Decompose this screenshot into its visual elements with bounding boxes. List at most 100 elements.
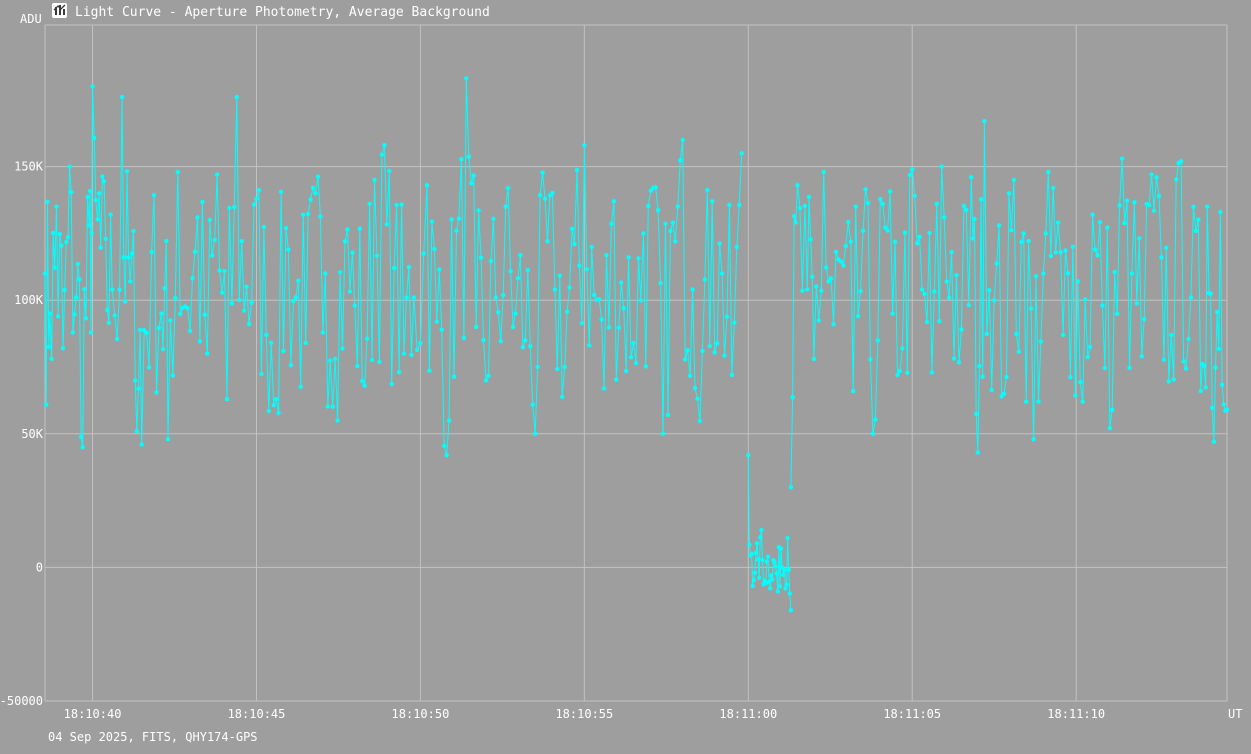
- data-point: [624, 368, 629, 374]
- data-point: [101, 179, 107, 184]
- data-point: [185, 306, 190, 311]
- data-point: [382, 143, 387, 148]
- data-point: [1219, 382, 1225, 387]
- data-point: [1026, 238, 1031, 244]
- data-point: [374, 253, 380, 258]
- data-point: [1166, 379, 1172, 384]
- data-point: [1107, 425, 1113, 431]
- data-point: [824, 265, 829, 270]
- data-point: [626, 255, 631, 260]
- data-point: [1009, 228, 1014, 233]
- data-point: [1090, 212, 1095, 217]
- data-point: [846, 219, 851, 225]
- data-point: [841, 263, 846, 268]
- data-point: [858, 288, 863, 294]
- data-point: [900, 346, 905, 351]
- data-point: [887, 189, 893, 194]
- data-point: [335, 418, 340, 423]
- data-point: [162, 286, 167, 291]
- data-point: [429, 219, 435, 224]
- data-point: [49, 356, 54, 361]
- data-point: [758, 535, 763, 540]
- data-point: [114, 336, 120, 342]
- data-point: [838, 259, 844, 264]
- y-tick-label: 150K: [14, 160, 44, 174]
- y-axis-unit-label: ADU: [20, 12, 42, 26]
- data-point: [550, 190, 555, 196]
- data-point: [54, 204, 59, 209]
- x-tick-label: 18:10:55: [555, 707, 613, 721]
- data-point: [892, 239, 898, 244]
- data-point: [675, 204, 680, 209]
- data-point: [281, 348, 286, 354]
- data-point: [136, 386, 141, 391]
- data-point: [790, 395, 795, 400]
- data-point: [296, 278, 301, 283]
- data-point: [1110, 407, 1115, 412]
- data-point: [628, 355, 634, 360]
- data-point: [814, 284, 819, 289]
- data-point: [690, 287, 695, 292]
- data-point: [323, 271, 328, 276]
- data-point: [956, 360, 962, 365]
- data-point: [195, 215, 200, 220]
- data-point: [1142, 316, 1147, 322]
- data-point: [469, 181, 474, 186]
- data-point: [848, 239, 853, 244]
- data-point: [520, 345, 526, 350]
- data-point: [362, 383, 367, 388]
- data-point: [646, 203, 651, 209]
- data-point: [192, 249, 198, 254]
- data-point: [584, 267, 589, 272]
- x-tick-label: 18:11:10: [1047, 707, 1105, 721]
- data-point: [301, 212, 306, 217]
- data-point: [707, 343, 712, 349]
- data-point: [369, 357, 375, 363]
- data-point: [934, 201, 939, 206]
- data-point: [78, 434, 84, 440]
- data-point: [747, 542, 752, 547]
- data-point: [508, 269, 513, 274]
- data-point: [466, 154, 471, 159]
- data-point: [530, 402, 535, 407]
- data-point: [1149, 172, 1154, 177]
- data-point: [980, 374, 985, 379]
- data-point: [42, 271, 48, 276]
- data-point: [710, 199, 715, 204]
- data-point: [320, 330, 326, 335]
- chart-footer-info: 04 Sep 2025, FITS, QHY174-GPS: [48, 730, 258, 744]
- data-point: [219, 290, 225, 295]
- data-point: [564, 309, 570, 314]
- data-point: [1070, 244, 1076, 249]
- data-point: [291, 298, 296, 304]
- data-point: [1218, 209, 1223, 215]
- data-point: [638, 298, 644, 303]
- data-point: [636, 256, 641, 261]
- data-point: [414, 347, 420, 353]
- data-point: [1028, 306, 1034, 311]
- data-point: [1004, 374, 1009, 380]
- data-point: [910, 167, 915, 172]
- data-point: [1063, 248, 1068, 253]
- data-point: [123, 299, 128, 304]
- data-point: [927, 230, 932, 236]
- light-curve-app-icon[interactable]: [52, 3, 67, 18]
- data-point: [944, 279, 949, 284]
- data-point: [1139, 354, 1145, 359]
- data-point: [288, 363, 294, 368]
- data-point: [434, 319, 439, 324]
- data-point: [855, 313, 861, 319]
- data-point: [87, 188, 93, 194]
- data-point: [1203, 385, 1208, 390]
- data-point: [481, 337, 486, 343]
- data-point: [278, 189, 284, 194]
- data-point: [863, 187, 868, 192]
- data-point: [792, 213, 797, 219]
- data-point: [449, 217, 454, 222]
- data-point: [569, 226, 575, 231]
- data-point: [764, 559, 770, 564]
- data-point: [797, 205, 803, 211]
- data-point: [62, 287, 67, 292]
- data-point: [244, 284, 249, 289]
- data-point: [144, 330, 149, 336]
